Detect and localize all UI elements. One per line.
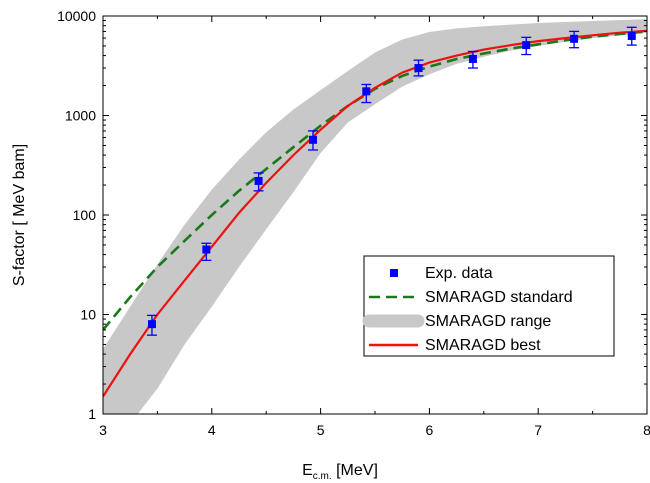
legend: Exp. data SMARAGD standard SMARAGD range SM… [362, 255, 615, 357]
exp-data-point [521, 36, 532, 56]
data-marker [627, 31, 636, 40]
exp-data-point [413, 59, 424, 77]
x-tick-label: 7 [534, 422, 542, 438]
exp-data-point [146, 314, 157, 336]
y-tick-label: 10 [80, 307, 96, 323]
y-tick-label: 100 [73, 207, 97, 223]
legend-label: Exp. data [425, 265, 493, 282]
data-marker [468, 54, 477, 63]
data-marker [414, 64, 423, 73]
smaragd-best-line [103, 29, 647, 398]
x-tick-label: 5 [317, 422, 325, 438]
data-marker [254, 176, 263, 185]
y-tick-label: 10000 [57, 8, 96, 24]
legend-label: SMARAGD standard [425, 289, 573, 306]
legend-label: SMARAGD range [425, 313, 551, 330]
exp-data-point [361, 83, 372, 104]
data-marker [308, 135, 317, 144]
x-tick-label: 3 [99, 422, 107, 438]
curve-layer [103, 29, 647, 398]
y-tick-label: 1000 [65, 108, 96, 124]
data-marker [362, 87, 371, 96]
x-tick-label: 4 [208, 422, 216, 438]
legend-marker-exp-data [390, 269, 398, 277]
exp-data-point [307, 130, 318, 151]
data-marker [147, 320, 156, 329]
legend-label: SMARAGD best [425, 337, 541, 354]
exp-data-point [201, 242, 212, 262]
y-tick-label: 1 [88, 406, 96, 422]
exp-data-point [626, 26, 637, 46]
x-axis-label: Ec.m. [MeV] [302, 462, 378, 482]
exp-data-point [569, 30, 580, 49]
legend-box [363, 255, 615, 357]
data-point-layer [146, 26, 637, 336]
exp-data-point [253, 172, 264, 192]
smaragd-range-band [103, 19, 647, 414]
range-band-layer [103, 19, 647, 414]
tick-labels: 3 4 5 6 7 8 1 10 100 1000 10000 [57, 8, 650, 438]
x-tick-label: 6 [426, 422, 434, 438]
data-marker [522, 41, 531, 50]
data-marker [570, 34, 579, 43]
axes [102, 15, 648, 415]
exp-data-point [467, 50, 478, 69]
x-tick-label: 8 [643, 422, 650, 438]
y-axis-label: S-factor [ MeV bam] [11, 144, 28, 286]
data-marker [202, 245, 211, 254]
